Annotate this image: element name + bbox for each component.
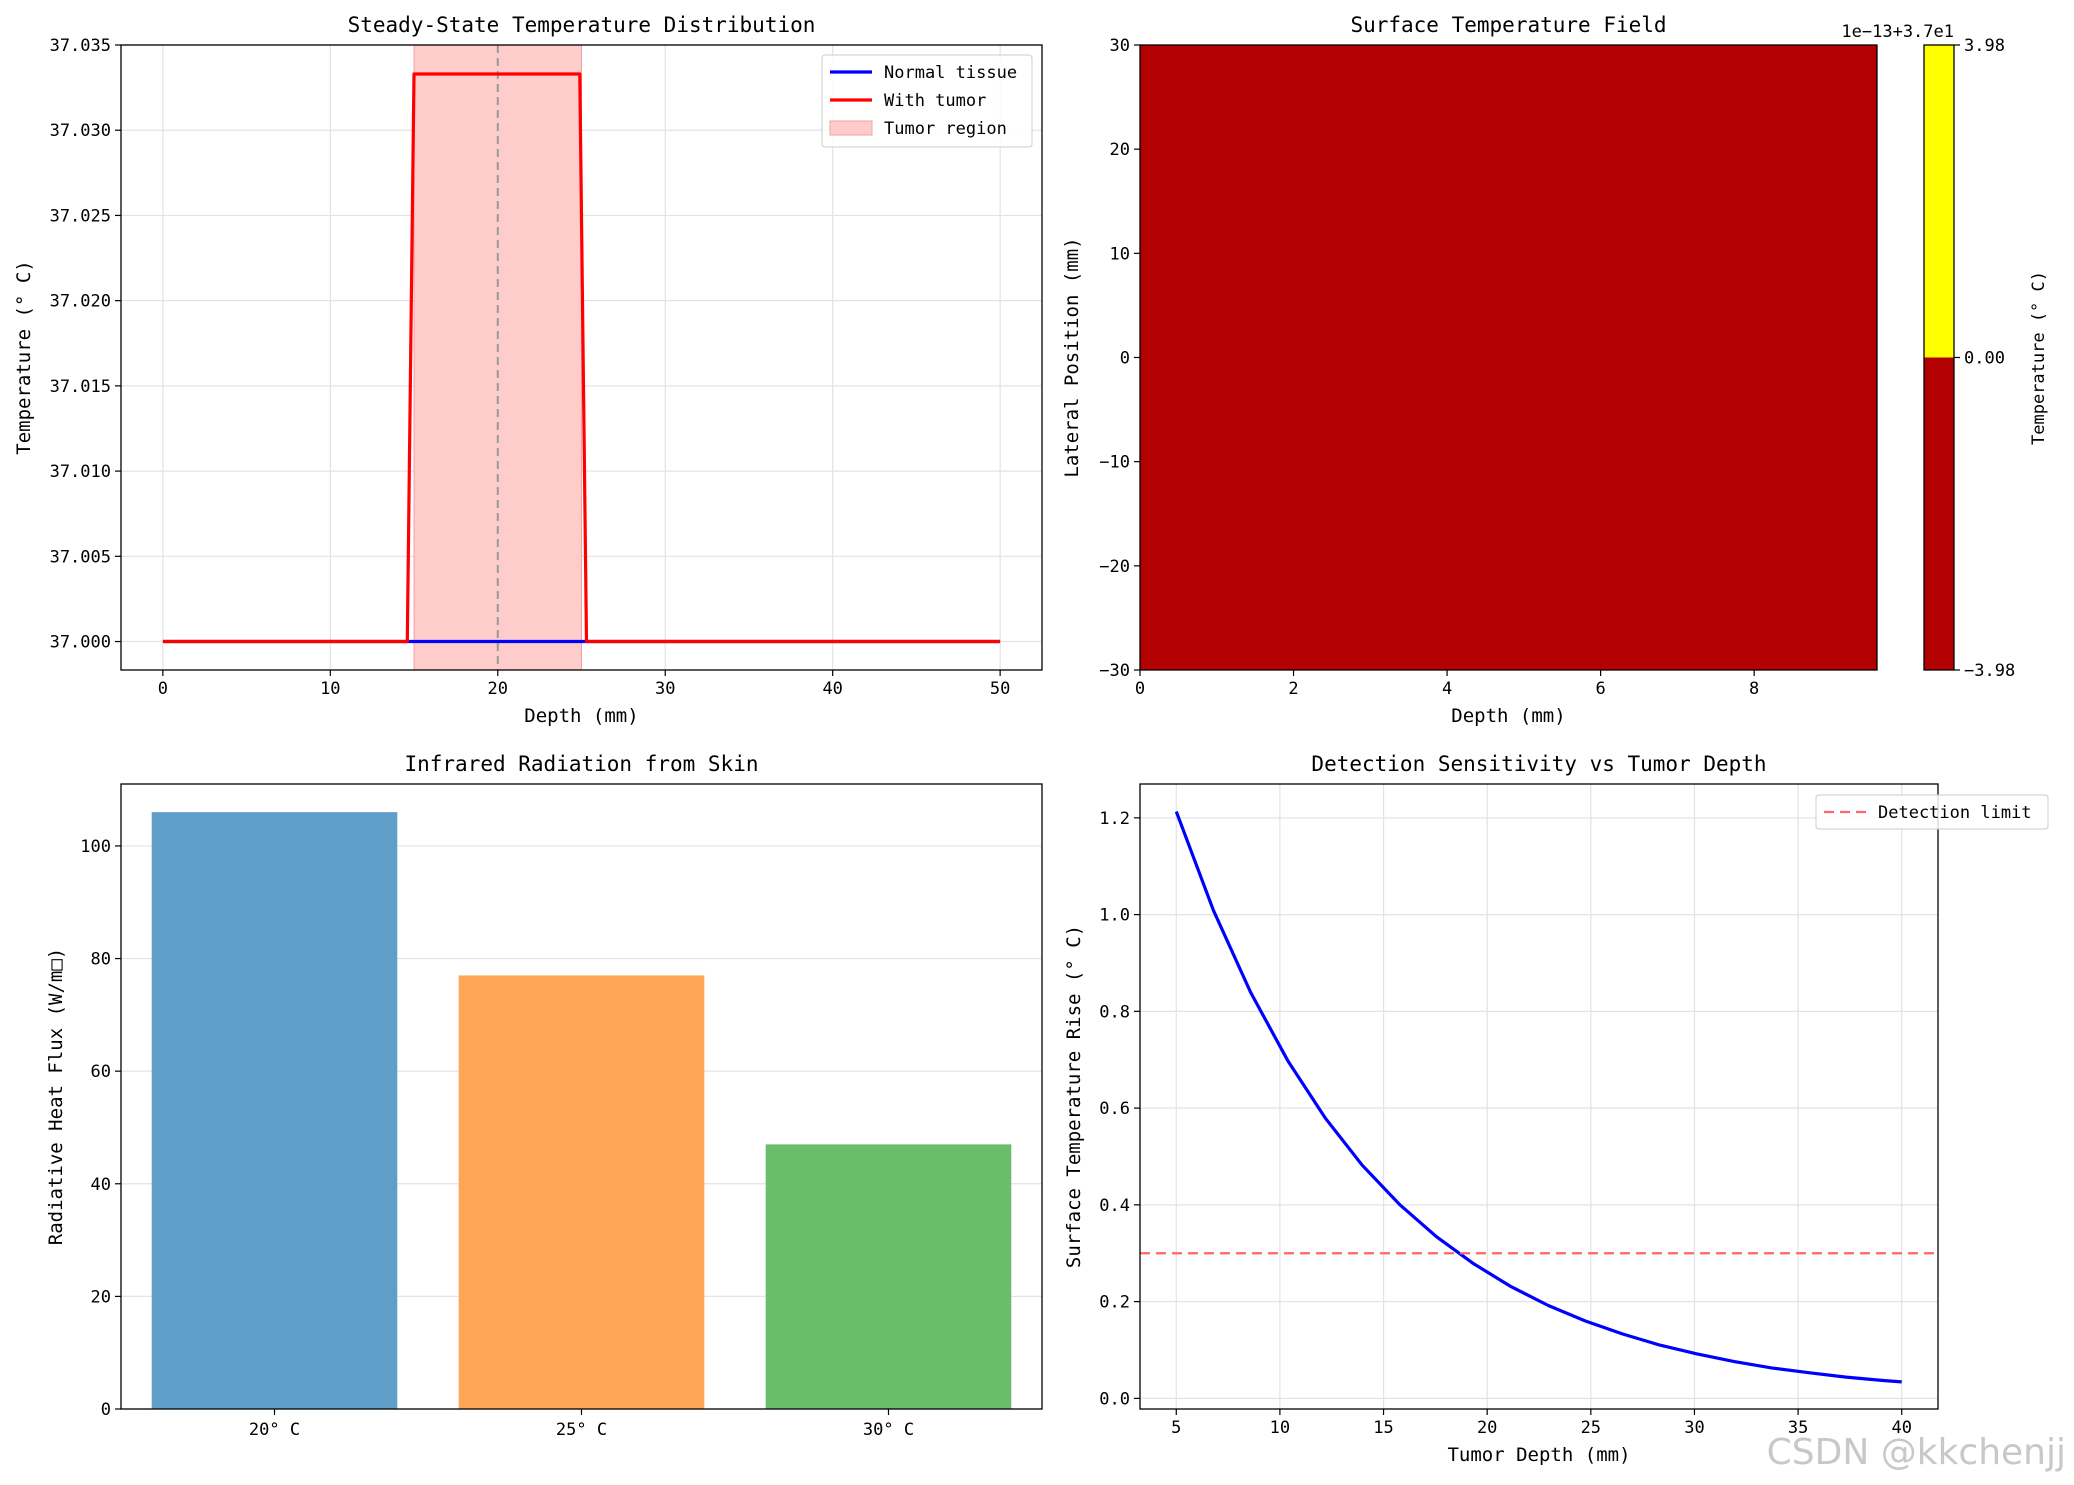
y-tick-label: −30 bbox=[1099, 661, 1130, 681]
colorbar-tick-label: −3.98 bbox=[1964, 661, 2015, 681]
colorbar-segment bbox=[1924, 45, 1954, 358]
legend-normal-tissue-label: Normal tissue bbox=[884, 63, 1017, 83]
with-tumor-line bbox=[162, 72, 1001, 644]
y-axis-label: Radiative Heat Flux (W/m□) bbox=[45, 948, 67, 1245]
y-axis-label: Lateral Position (mm) bbox=[1061, 237, 1083, 477]
legend: Detection limit bbox=[1815, 794, 2049, 830]
y-tick-label: 37.010 bbox=[50, 462, 111, 482]
x-tick-label: 25° C bbox=[556, 1420, 607, 1440]
legend-with-tumor-label: With tumor bbox=[884, 91, 986, 111]
y-tick-label: 0 bbox=[1120, 349, 1130, 369]
y-tick-label: −10 bbox=[1099, 453, 1130, 473]
colorbar: −3.98 0.00 3.98 bbox=[1923, 36, 2015, 681]
legend-box bbox=[1815, 794, 2049, 830]
y-axis-label: Surface Temperature Rise (° C) bbox=[1063, 925, 1085, 1268]
chart-title: Detection Sensitivity vs Tumor Depth bbox=[1311, 752, 1766, 776]
y-tick-label: 37.035 bbox=[50, 36, 111, 56]
y-tick-label: 37.005 bbox=[50, 547, 111, 567]
x-tick-label: 35 bbox=[1788, 1418, 1808, 1438]
watermark: CSDN @kkchenjj bbox=[1767, 1432, 2066, 1473]
colorbar-tick-label: 0.00 bbox=[1964, 349, 2005, 369]
x-tick-label: 8 bbox=[1749, 679, 1759, 699]
y-tick-label: 0 bbox=[101, 1400, 111, 1420]
y-tick-label: 0.2 bbox=[1099, 1293, 1130, 1313]
x-tick-label: 50 bbox=[990, 679, 1010, 699]
y-tick-label: 37.030 bbox=[50, 121, 111, 141]
bar-25c bbox=[458, 975, 705, 1409]
colorbar-label: Temperature (° C) bbox=[2029, 271, 2049, 445]
y-tick-label: 40 bbox=[91, 1175, 111, 1195]
chart-title: Infrared Radiation from Skin bbox=[404, 752, 758, 776]
y-axis-label: Temperature (° C) bbox=[13, 260, 35, 454]
legend: Normal tissue With tumor Tumor region bbox=[821, 54, 1033, 148]
y-tick-label: 20 bbox=[91, 1287, 111, 1307]
axes-frame bbox=[120, 44, 1043, 671]
x-tick-label: 20 bbox=[1477, 1418, 1497, 1438]
y-tick-label: 37.025 bbox=[50, 206, 111, 226]
x-axis-label: Tumor Depth (mm) bbox=[1447, 1444, 1630, 1466]
legend-tumor-region-label: Tumor region bbox=[884, 119, 1007, 139]
x-tick-label: 40 bbox=[822, 679, 842, 699]
legend-tumor-region-swatch bbox=[829, 120, 873, 136]
x-tick-label: 10 bbox=[1270, 1418, 1290, 1438]
y-tick-label: 1.0 bbox=[1099, 906, 1130, 926]
legend-box bbox=[821, 54, 1033, 148]
bar-20c bbox=[151, 812, 398, 1409]
x-tick-label: 25 bbox=[1581, 1418, 1601, 1438]
colorbar-segment bbox=[1924, 357, 1954, 670]
panel-steady-state: 0 10 20 30 40 50 37.000 37.005 37.010 37.015 37.02… bbox=[13, 13, 1043, 727]
chart-title: Surface Temperature Field bbox=[1350, 13, 1666, 37]
y-tick-label: 60 bbox=[91, 1062, 111, 1082]
panel-surface-field: 0 2 4 6 8 −30 −20 −10 0 10 20 30 Surface Temperatur… bbox=[1061, 13, 2049, 727]
panel-infrared: 0 20 40 60 80 100 20° C 25° C 30° C Infrared Rad… bbox=[45, 752, 1043, 1440]
y-tick-label: 0.0 bbox=[1099, 1389, 1130, 1409]
x-tick-label: 6 bbox=[1596, 679, 1606, 699]
x-tick-label: 4 bbox=[1442, 679, 1452, 699]
x-tick-label: 2 bbox=[1288, 679, 1298, 699]
bar-30c bbox=[765, 1144, 1012, 1409]
panel-detection: 5 10 15 20 25 30 35 40 0.0 0.2 0.4 0.6 0.8 1.0 1.2 Det… bbox=[1063, 752, 2049, 1466]
y-tick-label: 0.8 bbox=[1099, 1002, 1130, 1022]
x-axis-label: Depth (mm) bbox=[524, 705, 638, 727]
legend-detection-limit-label: Detection limit bbox=[1878, 803, 2032, 823]
x-tick-label: 15 bbox=[1373, 1418, 1393, 1438]
x-axis-label: Depth (mm) bbox=[1451, 705, 1565, 727]
colorbar-offset-text: 1e−13+3.7e1 bbox=[1841, 22, 1954, 42]
y-tick-label: 10 bbox=[1110, 244, 1130, 264]
y-tick-label: −20 bbox=[1099, 557, 1130, 577]
y-tick-label: 20 bbox=[1110, 140, 1130, 160]
x-tick-label: 10 bbox=[320, 679, 340, 699]
temperature-field bbox=[1140, 45, 1877, 670]
chart-title: Steady-State Temperature Distribution bbox=[348, 13, 816, 37]
x-tick-label: 0 bbox=[158, 679, 168, 699]
x-tick-label: 30 bbox=[655, 679, 675, 699]
y-tick-label: 1.2 bbox=[1099, 809, 1130, 829]
y-tick-label: 37.000 bbox=[50, 633, 111, 653]
x-tick-label: 30° C bbox=[863, 1420, 914, 1440]
x-tick-label: 20° C bbox=[249, 1420, 300, 1440]
sensitivity-curve bbox=[1174, 811, 1902, 1384]
x-tick-label: 0 bbox=[1135, 679, 1145, 699]
y-tick-label: 0.4 bbox=[1099, 1196, 1130, 1216]
y-tick-label: 30 bbox=[1110, 36, 1130, 56]
y-tick-label: 37.020 bbox=[50, 292, 111, 312]
x-tick-label: 20 bbox=[488, 679, 508, 699]
y-tick-label: 80 bbox=[91, 950, 111, 970]
axes-frame bbox=[1139, 783, 1939, 1410]
y-tick-label: 0.6 bbox=[1099, 1099, 1130, 1119]
x-tick-label: 30 bbox=[1684, 1418, 1704, 1438]
y-tick-label: 37.015 bbox=[50, 377, 111, 397]
x-tick-label: 40 bbox=[1891, 1418, 1911, 1438]
x-tick-label: 5 bbox=[1171, 1418, 1181, 1438]
colorbar-tick-label: 3.98 bbox=[1964, 36, 2005, 56]
y-tick-label: 100 bbox=[80, 837, 111, 857]
